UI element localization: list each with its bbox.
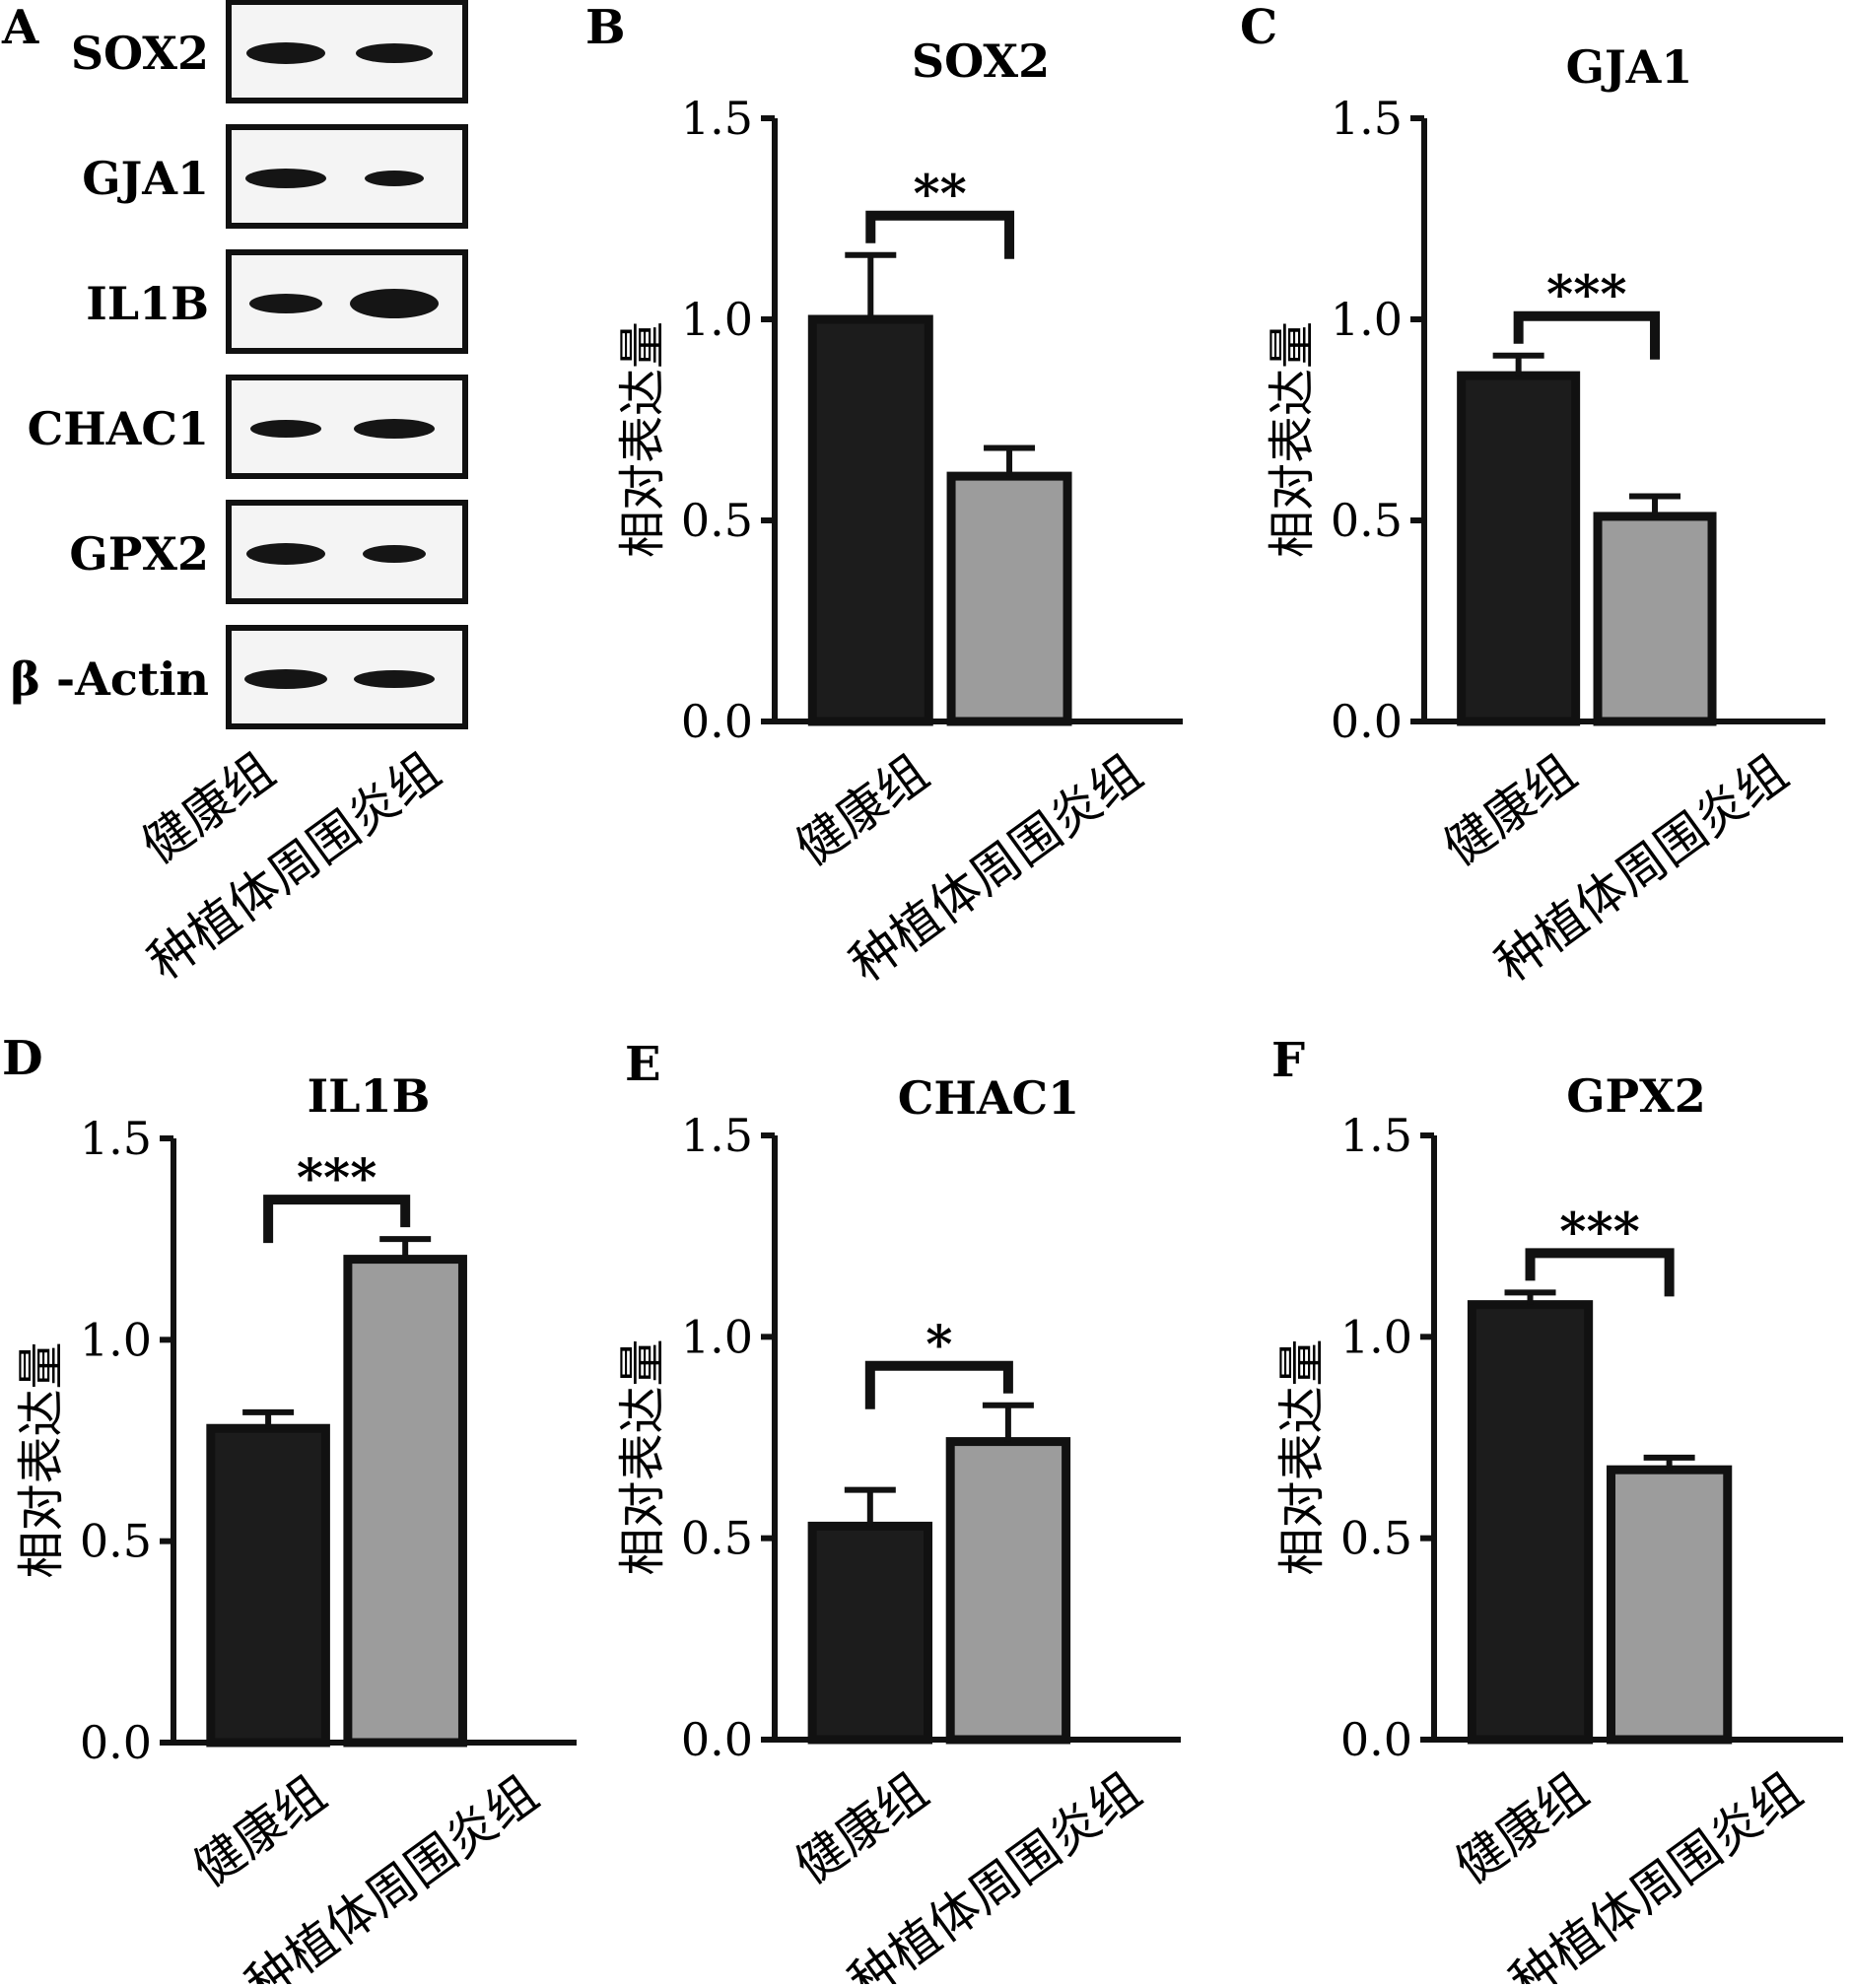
panel-letter: C [1240,0,1277,55]
chart-title: IL1B [308,1069,431,1123]
bar [1606,1465,1733,1745]
y-tick-label: 1.5 [681,1109,753,1162]
y-tick-label: 1.5 [681,92,753,145]
significance-marker: *** [1559,1201,1640,1262]
blot-band [246,543,325,565]
y-tick-label: 1.0 [80,1313,152,1366]
y-tick-label: 0.5 [1331,494,1403,547]
significance-bracket [263,1195,411,1244]
bar [1593,512,1717,726]
blot-band [244,669,327,689]
blot-label: CHAC1 [28,402,209,455]
y-tick-label: 1.0 [1340,1310,1412,1363]
chart-title: CHAC1 [898,1071,1079,1125]
blot-label: GPX2 [69,527,209,581]
bar [945,1437,1071,1745]
blot-band [354,419,435,439]
y-axis-label: 相对表达量 [1265,321,1320,558]
y-tick-label: 0.5 [80,1515,152,1568]
blot-band [249,294,322,313]
y-tick-label: 0.0 [681,1713,753,1766]
bar [1467,1300,1594,1745]
y-tick-label: 1.5 [80,1112,152,1165]
y-tick-label: 1.5 [1331,92,1403,145]
blot-label: SOX2 [71,27,209,80]
significance-marker: *** [1546,265,1627,325]
y-tick-label: 0.5 [681,1512,753,1565]
significance-marker: *** [297,1148,377,1208]
y-axis-label: 相对表达量 [1274,1338,1330,1575]
y-tick-label: 1.0 [681,1310,753,1363]
bar [807,1521,933,1745]
bar [1457,371,1581,726]
blot-band [246,42,325,64]
bar [343,1255,467,1748]
significance-marker: ** [913,165,966,225]
blot-label: IL1B [86,277,209,330]
chart-title: GJA1 [1566,40,1693,94]
y-tick-label: 0.5 [681,494,753,547]
y-tick-label: 1.0 [681,293,753,346]
blot-label: β -Actin [10,652,209,706]
y-axis-label: 相对表达量 [14,1341,69,1578]
blot-band [250,420,321,438]
significance-bracket [864,1360,1013,1409]
y-tick-label: 1.0 [1331,293,1403,346]
y-tick-label: 0.0 [1340,1713,1412,1766]
x-tick-label: 健康组 [785,1762,937,1895]
significance-bracket [865,210,1015,259]
y-axis-label: 相对表达量 [615,321,670,558]
blot-band [363,545,426,563]
chart-title: SOX2 [912,34,1050,88]
x-tick-label: 健康组 [786,744,938,877]
significance-marker: * [926,1315,952,1375]
significance-bracket [1513,310,1661,360]
blot-label: GJA1 [82,152,209,205]
bar [807,314,933,726]
panel-letter: F [1271,1033,1305,1088]
blot-band [245,169,326,188]
blot-group-label: 种植体周围炎组 [138,742,450,992]
blot-band [354,670,435,688]
significance-bracket [1525,1248,1675,1297]
panel-letter: D [2,1031,43,1086]
y-tick-label: 0.0 [80,1716,152,1769]
y-axis-label: 相对表达量 [615,1338,670,1575]
chart-title: GPX2 [1566,1069,1706,1123]
panel-letter: B [585,0,626,55]
x-tick-label: 健康组 [1445,1762,1598,1895]
blot-band [356,43,433,63]
x-tick-label: 健康组 [183,1765,336,1898]
bar [206,1423,330,1748]
bar [946,471,1072,726]
x-tick-label: 健康组 [1433,744,1586,877]
y-tick-label: 1.5 [1340,1109,1412,1162]
y-tick-label: 0.5 [1340,1512,1412,1565]
panel-letter: E [625,1037,661,1092]
y-tick-label: 0.0 [681,695,753,748]
blot-band [365,171,424,186]
blot-band [350,289,439,318]
panel-letter: A [1,0,39,55]
y-tick-label: 0.0 [1331,695,1403,748]
